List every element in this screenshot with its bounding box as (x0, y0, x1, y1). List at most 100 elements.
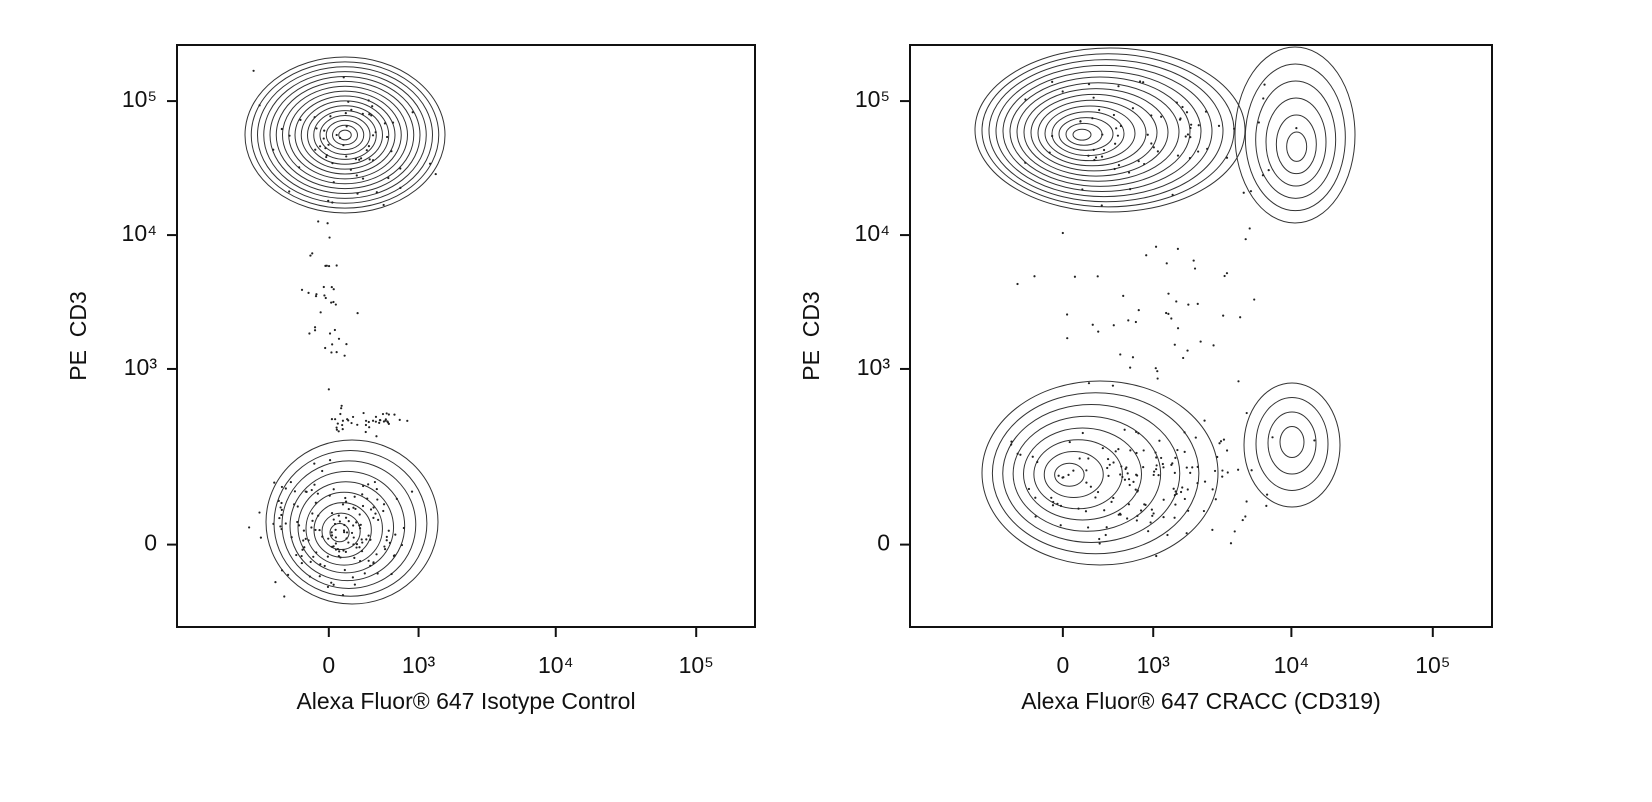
event-dot (1183, 431, 1186, 434)
x-tick-label: 10³ (402, 652, 436, 678)
event-dot (355, 546, 358, 549)
event-dot (347, 520, 350, 523)
event-dot (1094, 156, 1098, 159)
event-dot (382, 503, 386, 506)
x-axis-title: Alexa Fluor® 647 Isotype Control (296, 688, 635, 714)
event-dot (358, 527, 362, 530)
event-dot (358, 546, 361, 549)
event-dot (1137, 309, 1140, 312)
event-dot (1131, 107, 1135, 110)
event-dot (1137, 160, 1140, 163)
event-dot (311, 252, 314, 255)
event-dot (343, 354, 346, 357)
event-dot (332, 488, 335, 491)
event-dot (1123, 428, 1126, 431)
event-dot (1199, 340, 1202, 343)
event-dot (323, 294, 326, 297)
event-dot (1186, 349, 1189, 352)
contour-line (1058, 117, 1114, 151)
event-dot (1242, 191, 1245, 194)
event-dot (295, 553, 298, 557)
event-dot (290, 536, 293, 539)
event-dot (1100, 155, 1104, 158)
event-dot (1129, 366, 1132, 369)
event-dot (1155, 464, 1158, 467)
event-dot (1110, 500, 1113, 503)
event-dot (364, 430, 367, 434)
event-dot (385, 539, 388, 542)
event-dot (1237, 468, 1240, 471)
contour-line (1286, 131, 1308, 162)
event-dot (1136, 489, 1139, 492)
event-dot (339, 556, 342, 559)
x-tick-label: 10⁵ (679, 652, 714, 678)
event-dot (371, 159, 375, 162)
event-dot (258, 104, 261, 107)
y-axis-title: PE CD3 (798, 291, 824, 380)
event-dot (1101, 133, 1104, 136)
event-dot (1175, 101, 1178, 104)
event-dot (338, 520, 341, 523)
event-dot (374, 131, 377, 134)
event-dot (1172, 487, 1175, 490)
event-dot (387, 413, 390, 416)
event-dot (329, 115, 332, 118)
event-dot (326, 585, 330, 589)
event-dot (347, 507, 350, 511)
event-dot (1176, 154, 1180, 157)
event-dot (336, 422, 339, 425)
event-dot (309, 560, 312, 563)
event-dot (1176, 247, 1179, 250)
event-dot (383, 545, 386, 548)
event-dot (1010, 440, 1013, 443)
event-dot (1203, 419, 1206, 422)
event-dot (342, 76, 345, 79)
event-dot (1065, 313, 1069, 316)
event-dot (293, 503, 296, 506)
event-dot (387, 422, 390, 425)
contour-line (332, 124, 358, 146)
event-dot (314, 294, 318, 298)
event-dot (1085, 481, 1088, 484)
event-dot (1135, 430, 1138, 434)
event-dot (1073, 275, 1077, 278)
contour-line (1002, 404, 1181, 543)
event-dot (297, 524, 301, 527)
event-dot (387, 529, 390, 532)
contour-line (288, 90, 402, 180)
event-dot (1229, 542, 1233, 545)
event-dot (367, 145, 371, 148)
event-dot (277, 499, 280, 502)
event-dot (371, 134, 375, 137)
event-dot (344, 516, 348, 519)
event-dot (1101, 447, 1104, 450)
event-dot (1160, 456, 1163, 460)
event-dot (1187, 509, 1190, 512)
event-dot (1204, 110, 1208, 113)
contour-line (1279, 426, 1305, 458)
event-dot (1052, 500, 1055, 504)
event-dot (1117, 447, 1120, 451)
event-dot (310, 488, 313, 492)
event-dot (317, 514, 320, 517)
event-dot (301, 548, 304, 551)
event-dot (342, 549, 345, 552)
event-dot (378, 419, 382, 422)
event-dot (344, 550, 347, 553)
event-dot (1212, 344, 1215, 347)
event-dot (351, 415, 355, 419)
event-dot (325, 264, 328, 267)
event-dot (378, 421, 381, 425)
event-dot (341, 428, 344, 431)
x-tick-label: 10⁴ (1274, 652, 1309, 678)
event-dot (318, 575, 321, 578)
event-dot (1050, 496, 1053, 499)
event-dot (399, 186, 402, 189)
event-dot (1176, 448, 1179, 452)
event-dot (1183, 450, 1186, 453)
event-dot (1174, 490, 1177, 493)
event-dot (341, 419, 345, 422)
event-dot (345, 155, 348, 158)
event-dot (1203, 480, 1207, 483)
event-dot (370, 114, 373, 117)
